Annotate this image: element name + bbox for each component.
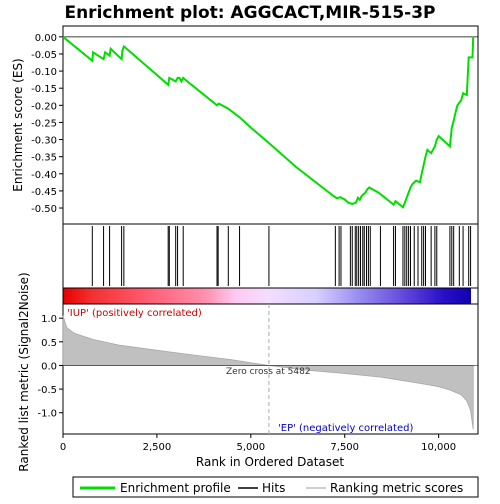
es-y-tick-label-7: -0.35 (31, 153, 57, 164)
es-y-axis-label: Enrichment score (ES) (11, 58, 25, 191)
es-y-tick-label-8: -0.40 (31, 170, 57, 181)
es-y-tick-label-9: -0.45 (31, 187, 57, 198)
negative-correlation-label: 'EP' (negatively correlated) (278, 423, 413, 434)
metric-y-axis-label: Ranked list metric (Signal2Noise) (17, 272, 31, 471)
metric-y-tick-label-1: 0.5 (41, 338, 57, 349)
metric-y-tick-label-2: 0.0 (41, 361, 57, 372)
x-tick-label-4: 10,000 (421, 442, 456, 453)
legend-label-metric: Ranking metric scores (330, 481, 463, 495)
es-panel-frame (63, 26, 478, 224)
es-y-tick-label-1: -0.05 (31, 50, 57, 61)
es-y-tick-label-2: -0.10 (31, 67, 57, 78)
x-tick-label-0: 0 (60, 442, 66, 453)
es-y-tick-label-0: 0.00 (35, 33, 57, 44)
es-y-tick-label-5: -0.25 (31, 118, 57, 129)
legend-label-enrichment: Enrichment profile (120, 481, 231, 495)
x-tick-label-2: 5,000 (237, 442, 266, 453)
legend-label-hits: Hits (262, 481, 285, 495)
positive-correlation-label: 'IUP' (positively correlated) (67, 308, 202, 319)
chart-title: Enrichment plot: AGGCACT,MIR-515-3P (64, 3, 435, 23)
metric-y-tick-label-0: 1.0 (41, 314, 57, 325)
metric-y-tick-label-3: -0.5 (37, 385, 57, 396)
es-y-tick-label-6: -0.30 (31, 136, 57, 147)
zero-cross-label: Zero cross at 5482 (226, 367, 311, 377)
rank-color-bar (63, 288, 471, 304)
hits-panel-frame (63, 224, 478, 288)
es-y-tick-label-3: -0.15 (31, 84, 57, 95)
x-tick-label-3: 7,500 (330, 442, 359, 453)
es-y-tick-label-4: -0.20 (31, 101, 57, 112)
x-tick-label-1: 2,500 (143, 442, 172, 453)
es-y-tick-label-10: -0.50 (31, 204, 57, 215)
metric-y-tick-label-4: -1.0 (37, 409, 57, 420)
x-axis-label: Rank in Ordered Dataset (196, 455, 344, 469)
